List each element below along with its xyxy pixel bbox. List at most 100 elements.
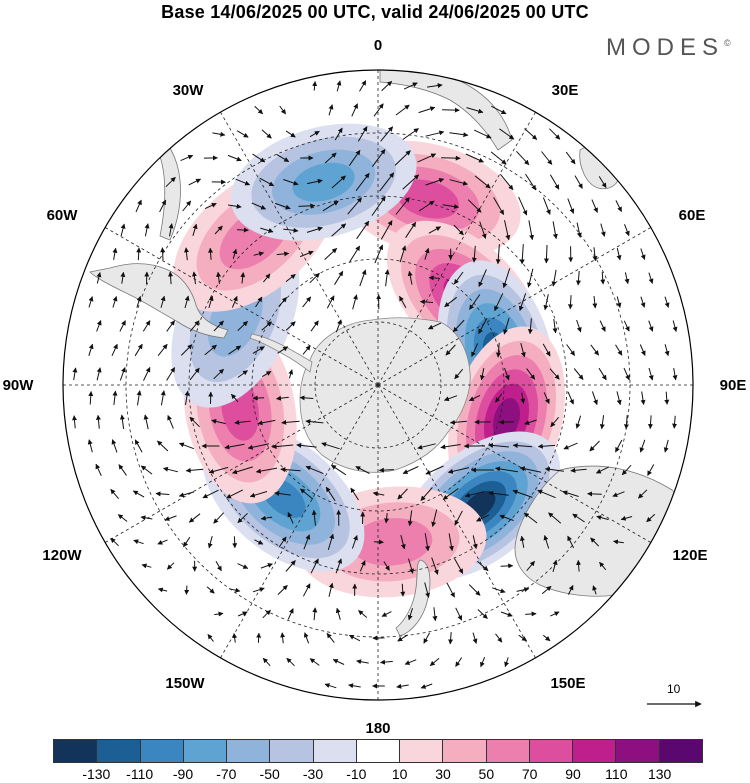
wind-vector-402 bbox=[237, 563, 249, 569]
wind-vector-113 bbox=[183, 247, 189, 261]
wind-vector-401 bbox=[215, 560, 222, 572]
wind-vector-57 bbox=[379, 172, 395, 192]
wind-vector-30 bbox=[549, 128, 561, 140]
wind-vector-324 bbox=[495, 466, 518, 473]
wind-vector-309 bbox=[140, 465, 153, 475]
wind-vector-76 bbox=[347, 197, 362, 215]
wind-vector-211 bbox=[252, 346, 265, 354]
wind-vector-337 bbox=[249, 491, 268, 498]
wind-vector-227 bbox=[143, 366, 151, 381]
wind-vector-214 bbox=[445, 344, 456, 356]
wind-vector-126 bbox=[495, 244, 501, 265]
wind-vector-175 bbox=[518, 293, 527, 312]
wind-vector-61 bbox=[474, 175, 491, 189]
wind-vector-466 bbox=[262, 657, 271, 667]
wind-vector-248 bbox=[184, 390, 190, 405]
wind-vector-38 bbox=[348, 149, 361, 166]
wind-vector-236 bbox=[504, 367, 510, 381]
wind-vector-183 bbox=[119, 320, 126, 332]
colorbar-label-5: -30 bbox=[302, 766, 324, 782]
wind-vector-357 bbox=[188, 513, 201, 523]
wind-vector-192 bbox=[335, 319, 342, 333]
wind-vector-66 bbox=[598, 176, 607, 189]
wind-vector-448 bbox=[500, 611, 513, 617]
wind-vector-475 bbox=[480, 657, 486, 668]
wind-vector-443 bbox=[381, 611, 392, 617]
wind-vector-20 bbox=[309, 130, 320, 138]
wind-vector-120 bbox=[349, 245, 361, 263]
wind-vector-189 bbox=[261, 321, 272, 331]
lon-label-150e: 150E bbox=[550, 675, 585, 692]
wind-vector-385 bbox=[303, 534, 311, 550]
wind-vector-228 bbox=[166, 367, 176, 381]
wind-vector-127 bbox=[519, 244, 525, 265]
wind-vector-22 bbox=[357, 126, 368, 142]
wind-vector-39 bbox=[371, 148, 386, 167]
wind-vector-345 bbox=[442, 488, 459, 500]
wind-vector-292 bbox=[247, 443, 270, 450]
wind-vector-473 bbox=[429, 657, 440, 667]
wind-vector-303 bbox=[589, 440, 600, 452]
lon-label-60e: 60E bbox=[679, 207, 706, 224]
wind-vector-77 bbox=[371, 195, 386, 216]
wind-vector-471 bbox=[380, 659, 393, 665]
wind-vector-472 bbox=[404, 659, 417, 665]
wind-vector-165 bbox=[278, 297, 287, 307]
longitude-labels: 0 30E 60E 90E 120E 150E 180 150W 120W 90… bbox=[3, 37, 747, 737]
wind-vector-205 bbox=[111, 343, 118, 357]
wind-vector-26 bbox=[449, 132, 469, 138]
wind-vector-441 bbox=[335, 607, 341, 620]
wind-vector-300 bbox=[512, 443, 533, 449]
wind-vector-444 bbox=[407, 608, 413, 621]
wind-vector-274 bbox=[305, 419, 324, 425]
colorbar-segment-5 bbox=[270, 740, 314, 762]
wind-vector-97 bbox=[331, 223, 347, 237]
wind-vector-164 bbox=[255, 296, 263, 308]
wind-vector-334 bbox=[178, 491, 195, 498]
wind-vector-462 bbox=[472, 632, 478, 644]
lon-label-0: 0 bbox=[374, 37, 382, 54]
wind-vector-190 bbox=[285, 321, 296, 331]
wind-vector-328 bbox=[595, 466, 610, 474]
anomaly-field bbox=[171, 123, 566, 598]
wind-vector-105 bbox=[528, 220, 535, 241]
colorbar-label-6: -10 bbox=[346, 766, 367, 782]
wind-vector-172 bbox=[444, 296, 458, 308]
wind-vector-421 bbox=[229, 587, 241, 593]
wind-vector-83 bbox=[518, 196, 528, 216]
wind-vector-226 bbox=[119, 367, 126, 381]
wind-vector-96 bbox=[306, 226, 323, 233]
wind-vector-321 bbox=[425, 465, 444, 475]
wind-vector-176 bbox=[543, 294, 549, 311]
wind-vector-161 bbox=[184, 295, 190, 309]
wind-vector-445 bbox=[432, 607, 438, 622]
colorbar-label-11: 90 bbox=[565, 766, 581, 782]
wind-vector-86 bbox=[591, 199, 598, 213]
wind-vector-174 bbox=[494, 293, 504, 312]
reference-vector-label: 10 bbox=[667, 682, 681, 696]
wind-vector-178 bbox=[592, 295, 598, 309]
lon-label-30e: 30E bbox=[552, 82, 579, 99]
wind-vector-33 bbox=[227, 154, 242, 162]
wind-vector-141 bbox=[285, 274, 296, 282]
antarctica-land bbox=[299, 317, 471, 473]
wind-vector-410 bbox=[431, 557, 439, 575]
wind-vector-142 bbox=[309, 272, 320, 284]
wind-vector-450 bbox=[550, 611, 560, 617]
wind-vector-239 bbox=[573, 368, 584, 380]
lon-label-30w: 30W bbox=[173, 82, 205, 99]
meridian-30 bbox=[377, 111, 536, 386]
wind-vector-251 bbox=[252, 395, 265, 401]
wind-vector-254 bbox=[443, 395, 458, 402]
wind-vector-319 bbox=[378, 467, 394, 473]
wind-vector-375 bbox=[620, 515, 633, 521]
anomaly-3-level-5 bbox=[492, 397, 521, 441]
wind-vector-419 bbox=[184, 585, 190, 595]
wind-vector-422 bbox=[252, 587, 265, 593]
colorbar-segment-11 bbox=[529, 740, 574, 762]
colorbar-segment-13 bbox=[616, 740, 660, 762]
wind-vector-94 bbox=[260, 227, 274, 234]
colorbar-label-12: 110 bbox=[605, 766, 628, 782]
wind-vector-409 bbox=[408, 558, 414, 574]
wind-vector-184 bbox=[142, 320, 151, 332]
